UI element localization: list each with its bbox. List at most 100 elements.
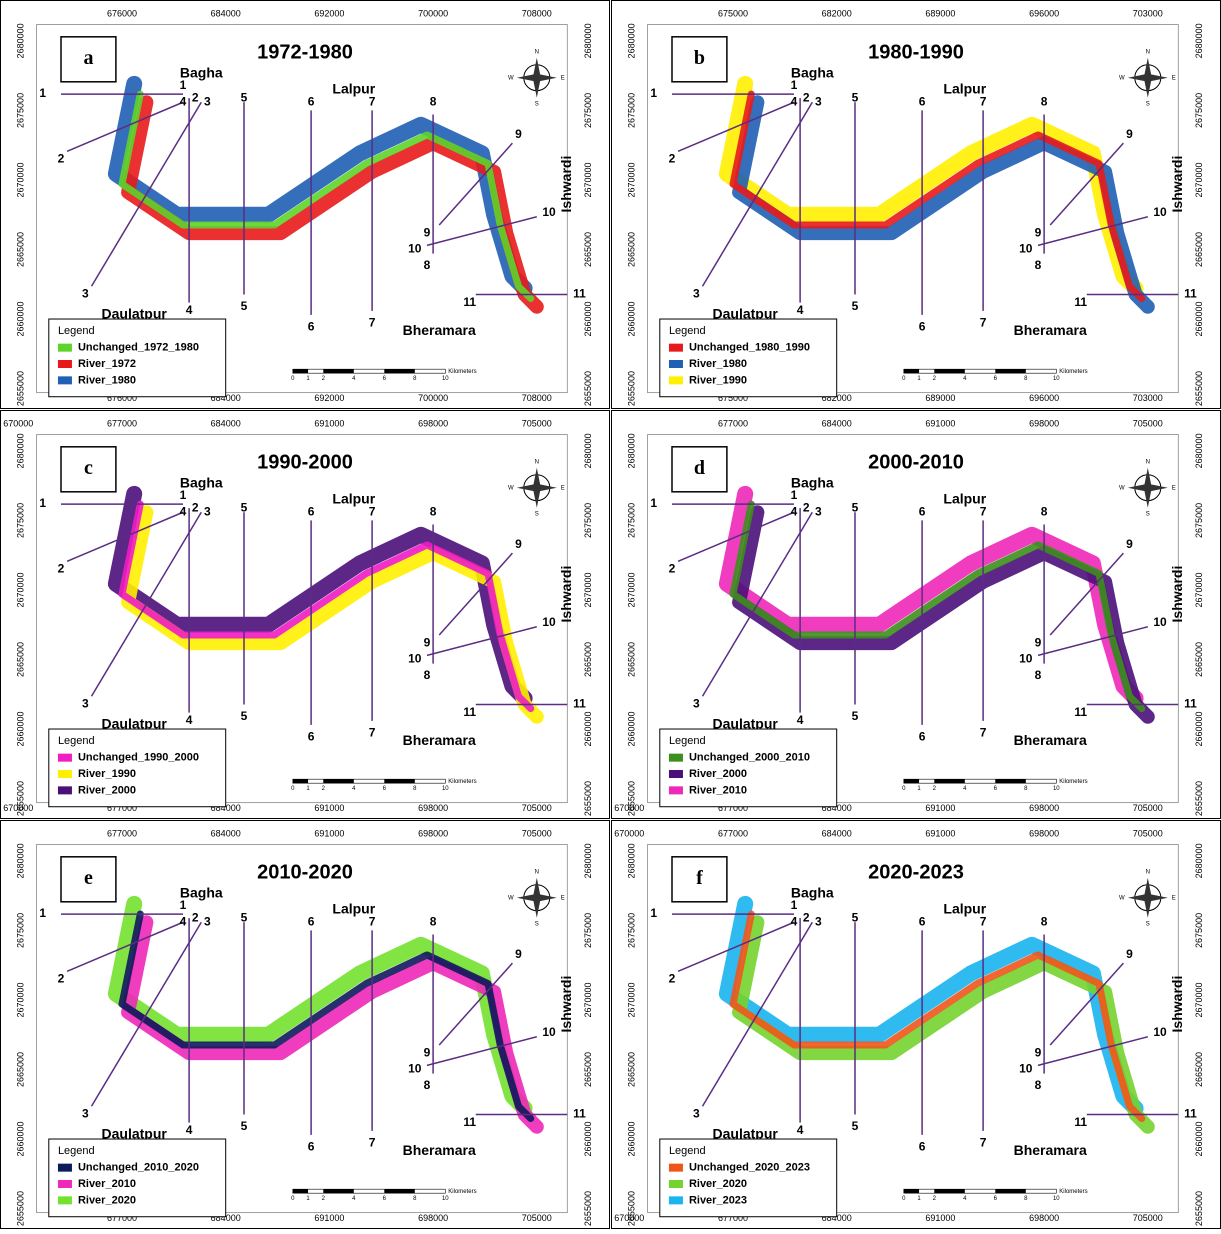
section-label: 6	[919, 504, 926, 518]
coordinate-label: 2660000	[583, 711, 593, 746]
coordinate-label: 2680000	[16, 843, 26, 878]
scale-label: 4	[963, 786, 967, 792]
section-label: 8	[430, 94, 437, 108]
coordinate-label: 684000	[822, 419, 852, 429]
section-label: 10	[408, 1062, 422, 1076]
place-label: Daulatpur	[102, 716, 168, 732]
map-frame	[36, 434, 568, 804]
place-label: Bagha	[791, 474, 834, 490]
scale-segment	[384, 1189, 415, 1194]
section-label: 1	[39, 496, 46, 510]
section-label: 9	[424, 1045, 431, 1059]
compass-label: N	[1146, 459, 1150, 465]
coordinate-label: 682000	[822, 393, 852, 403]
scale-segment	[384, 369, 415, 374]
place-label: Bheramara	[1014, 322, 1087, 338]
legend-label: River_1980	[78, 374, 136, 386]
coordinate-label: 705000	[1133, 803, 1163, 813]
section-label: 5	[241, 1119, 248, 1133]
coordinate-label: 2665000	[1194, 232, 1204, 267]
scale-segment	[995, 1189, 1026, 1194]
compass-label: W	[508, 75, 514, 81]
legend-label: Unchanged_2010_2020	[78, 1162, 199, 1174]
legend-label: River_1990	[689, 374, 747, 386]
coordinate-label: 2675000	[16, 913, 26, 948]
coordinate-label: 691000	[314, 1213, 344, 1223]
section-label: 11	[463, 1115, 476, 1129]
coordinate-label: 2655000	[16, 781, 26, 816]
panel-letter-box	[60, 36, 117, 83]
coordinate-label: 675000	[718, 9, 748, 19]
section-label: 7	[980, 315, 987, 329]
coordinate-label: 2660000	[1194, 711, 1204, 746]
legend-label: River_1972	[78, 358, 136, 370]
section-label: 3	[204, 914, 211, 928]
panel-title: 2000-2010	[868, 451, 964, 473]
section-label: 4	[186, 1123, 193, 1137]
coordinate-label: 677000	[107, 829, 137, 839]
scale-label: 2	[933, 786, 937, 792]
coordinate-label: 2675000	[583, 503, 593, 538]
scale-label: 4	[352, 786, 356, 792]
section-label: 6	[308, 504, 315, 518]
section-line	[426, 1036, 537, 1067]
scale-unit: Kilometers	[448, 779, 476, 785]
section-label: 5	[241, 500, 248, 514]
section-label: 3	[815, 94, 822, 108]
coordinate-label: 2665000	[1194, 1052, 1204, 1087]
coordinate-label: 2680000	[1194, 433, 1204, 468]
scale-label: 1	[917, 376, 921, 382]
section-label: 7	[369, 94, 376, 108]
scale-label: 8	[1024, 786, 1028, 792]
panel-title: 1972-1980	[257, 41, 353, 63]
map-panel: 670000 677000 684000 691000 698000 705000 6700…	[611, 820, 1221, 1229]
section-line	[66, 511, 184, 563]
scale-bar	[292, 1188, 446, 1194]
section-label: 1	[39, 906, 46, 920]
coordinate-label: 2655000	[1194, 781, 1204, 816]
coordinate-label: 691000	[925, 419, 955, 429]
coordinate-label: 677000	[107, 419, 137, 429]
river-channel	[118, 500, 535, 713]
scale-label: 8	[1024, 376, 1028, 382]
scale-label: 8	[413, 1196, 417, 1202]
place-label: Lalpur	[332, 81, 375, 97]
section-label: 1	[180, 78, 187, 92]
scale-label: 10	[442, 786, 449, 792]
coordinate-label: 2680000	[583, 433, 593, 468]
coordinate-label: 705000	[1133, 1213, 1163, 1223]
section-line	[677, 921, 795, 973]
section-label: 3	[204, 504, 211, 518]
section-label: 5	[852, 709, 859, 723]
section-label: 10	[408, 652, 422, 666]
section-label: 5	[241, 910, 248, 924]
coordinate-label: 676000	[107, 393, 137, 403]
compass-label: E	[561, 485, 565, 491]
coordinate-label: 684000	[822, 829, 852, 839]
legend-label: Unchanged_2000_2010	[689, 752, 810, 764]
scale-label: 2	[322, 786, 326, 792]
compass-label: N	[535, 49, 539, 55]
section-label: 7	[980, 94, 987, 108]
section-label: 10	[542, 1025, 556, 1039]
panel-letter: b	[694, 47, 705, 69]
section-label: 6	[919, 914, 926, 928]
coordinate-label: 2665000	[627, 1052, 637, 1087]
legend-swatch	[668, 1163, 683, 1172]
river-channel	[729, 500, 1146, 713]
place-label: Bagha	[180, 64, 223, 80]
coordinate-label: 2670000	[627, 572, 637, 607]
legend-swatch	[57, 786, 72, 795]
section-label: 1	[180, 488, 187, 502]
legend-swatch	[668, 1180, 683, 1189]
coordinate-label: 2665000	[583, 232, 593, 267]
section-label: 7	[369, 1135, 376, 1149]
compass-label: N	[1146, 869, 1150, 875]
coordinate-label: 684000	[211, 829, 241, 839]
scale-label: 2	[933, 376, 937, 382]
scale-unit: Kilometers	[1059, 1189, 1087, 1195]
legend-swatch	[668, 360, 683, 369]
coordinate-label: 708000	[522, 393, 552, 403]
section-label: 3	[815, 914, 822, 928]
